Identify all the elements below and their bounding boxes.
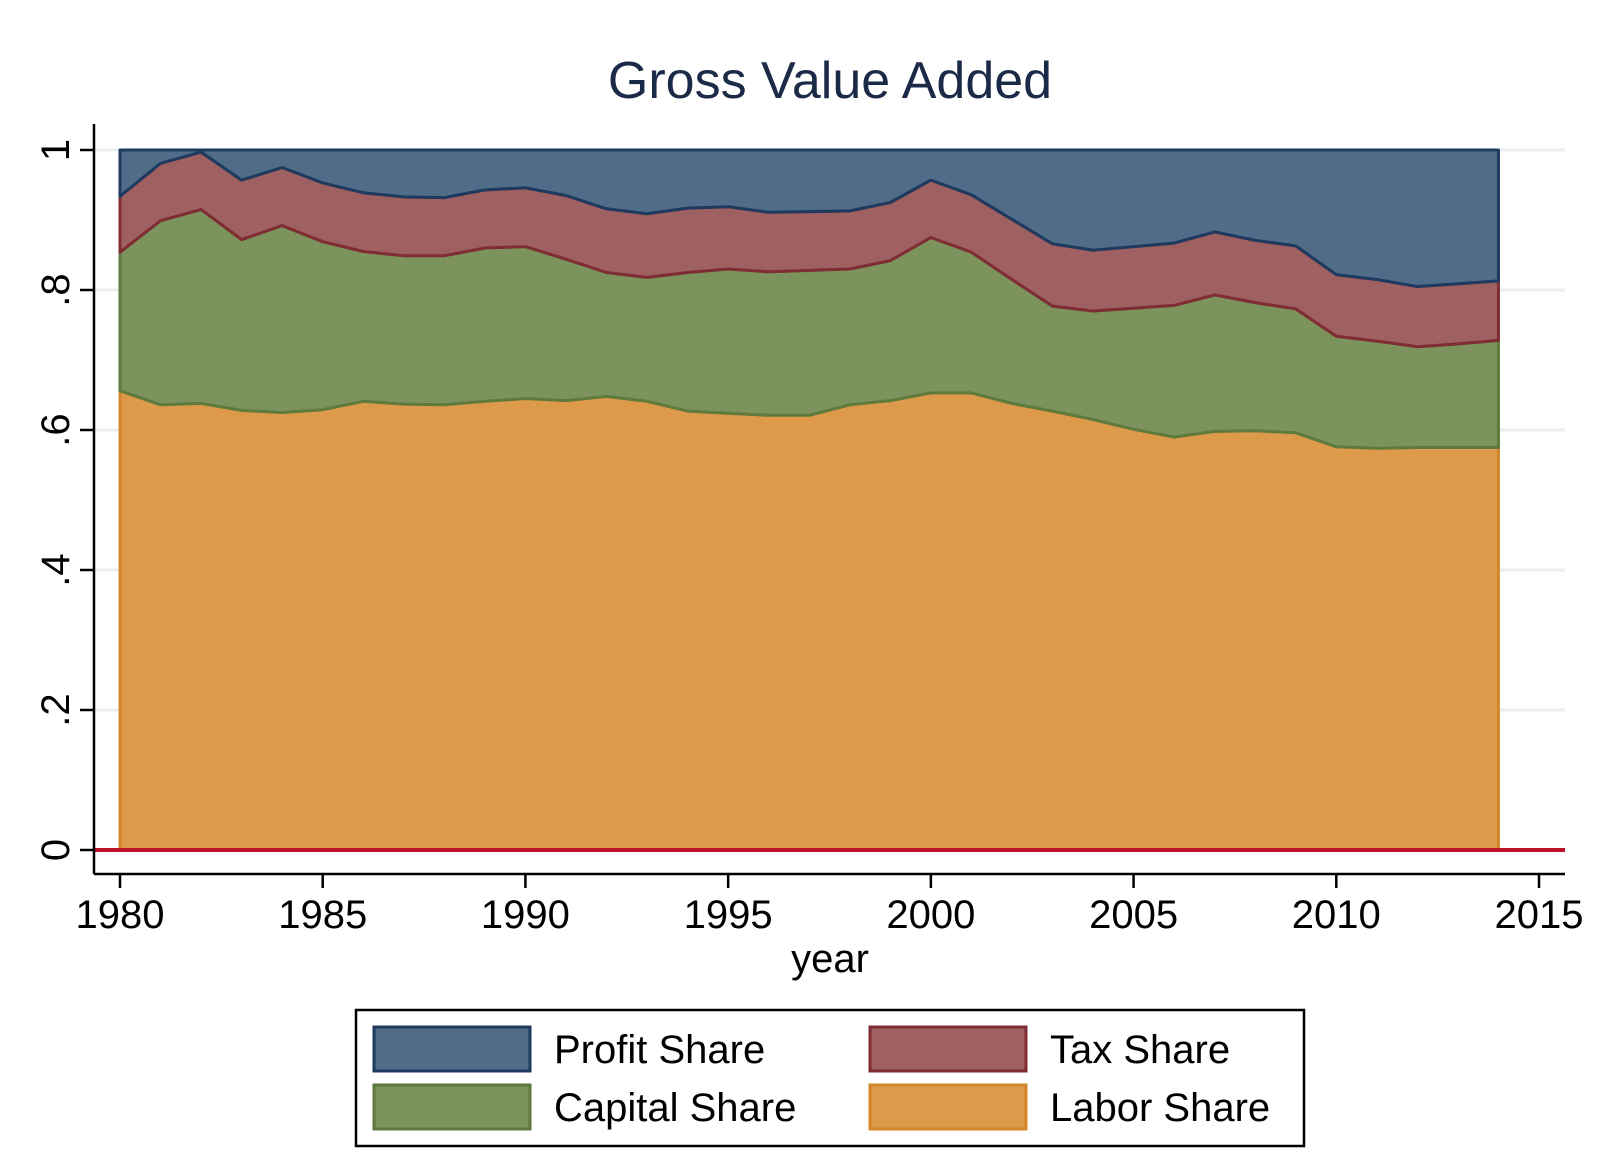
y-tick-label-1: .2: [34, 693, 78, 726]
x-tick-label-5: 2005: [1089, 893, 1178, 937]
legend-label-tax-share: Tax Share: [1050, 1028, 1230, 1072]
stacked-areas: [118, 148, 1500, 852]
y-axis-ticks: 0 .2 .4 .6 .8 1: [34, 139, 94, 861]
y-tick-label-3: .6: [34, 413, 78, 446]
x-axis-ticks: 1980 1985 1990 1995 2000 2005 2010 2015: [76, 874, 1584, 937]
area-profit-share: [118, 148, 1500, 288]
legend-label-capital-share: Capital Share: [554, 1086, 796, 1130]
x-axis-label: year: [791, 937, 869, 981]
x-tick-label-0: 1980: [76, 893, 165, 937]
y-tick-label-4: .8: [34, 273, 78, 306]
legend-label-labor-share: Labor Share: [1050, 1086, 1270, 1130]
x-tick-label-6: 2010: [1292, 893, 1381, 937]
chart-title: Gross Value Added: [608, 52, 1052, 110]
x-tick-label-7: 2015: [1495, 893, 1584, 937]
legend: Profit Share Tax Share Capital Share Labor …: [354, 1008, 1306, 1148]
x-tick-label-4: 2000: [886, 893, 975, 937]
legend-swatch-profit-share: [372, 1025, 532, 1073]
y-tick-label-5: 1: [34, 139, 78, 161]
legend-swatch-labor-share: [868, 1083, 1028, 1131]
legend-swatch-capital-share: [372, 1083, 532, 1131]
y-tick-label-2: .4: [34, 553, 78, 586]
legend-swatch-tax-share: [868, 1025, 1028, 1073]
y-tick-label-0: 0: [34, 839, 78, 861]
x-tick-label-2: 1990: [481, 893, 570, 937]
x-tick-label-1: 1985: [278, 893, 367, 937]
x-tick-label-3: 1995: [684, 893, 773, 937]
legend-label-profit-share: Profit Share: [554, 1028, 765, 1072]
area-labor-share: [118, 389, 1500, 852]
